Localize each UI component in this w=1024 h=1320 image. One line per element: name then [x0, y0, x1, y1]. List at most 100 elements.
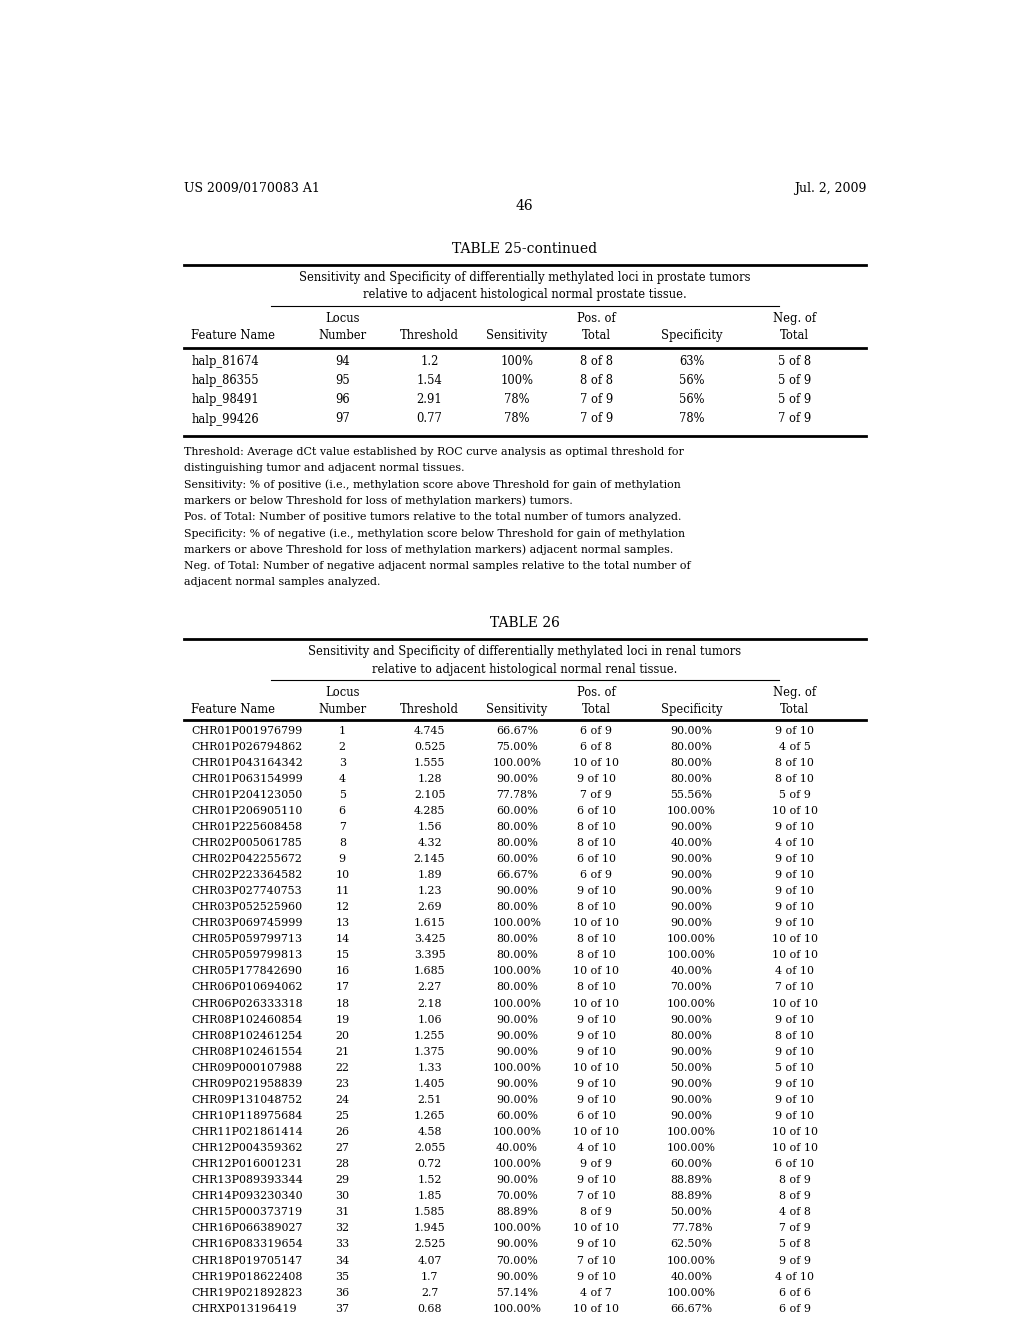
Text: 22: 22 — [335, 1063, 349, 1073]
Text: 10 of 10: 10 of 10 — [772, 935, 817, 944]
Text: 10 of 10: 10 of 10 — [573, 1224, 620, 1233]
Text: 4 of 10: 4 of 10 — [577, 1143, 615, 1154]
Text: 7 of 10: 7 of 10 — [577, 1191, 615, 1201]
Text: 70.00%: 70.00% — [496, 1191, 538, 1201]
Text: 14: 14 — [335, 935, 349, 944]
Text: 7 of 9: 7 of 9 — [778, 412, 811, 425]
Text: 13: 13 — [335, 919, 349, 928]
Text: 27: 27 — [335, 1143, 349, 1154]
Text: CHR18P019705147: CHR18P019705147 — [191, 1255, 303, 1266]
Text: 8 of 10: 8 of 10 — [577, 902, 615, 912]
Text: 90.00%: 90.00% — [671, 919, 713, 928]
Text: 5 of 9: 5 of 9 — [778, 374, 811, 387]
Text: 9 of 10: 9 of 10 — [775, 870, 814, 880]
Text: 4 of 10: 4 of 10 — [775, 966, 814, 977]
Text: 55.56%: 55.56% — [671, 789, 713, 800]
Text: 90.00%: 90.00% — [671, 886, 713, 896]
Text: 9 of 10: 9 of 10 — [775, 1078, 814, 1089]
Text: 10 of 10: 10 of 10 — [573, 966, 620, 977]
Text: 2.055: 2.055 — [414, 1143, 445, 1154]
Text: 8 of 10: 8 of 10 — [577, 950, 615, 961]
Text: 97: 97 — [335, 412, 349, 425]
Text: 5 of 8: 5 of 8 — [778, 1239, 811, 1250]
Text: 8 of 10: 8 of 10 — [775, 1031, 814, 1040]
Text: 16: 16 — [335, 966, 349, 977]
Text: CHR16P083319654: CHR16P083319654 — [191, 1239, 303, 1250]
Text: 19: 19 — [335, 1015, 349, 1024]
Text: 9 of 10: 9 of 10 — [775, 886, 814, 896]
Text: 66.67%: 66.67% — [496, 726, 538, 735]
Text: 10 of 10: 10 of 10 — [772, 998, 817, 1008]
Text: CHR11P021861414: CHR11P021861414 — [191, 1127, 303, 1137]
Text: 4 of 5: 4 of 5 — [778, 742, 811, 751]
Text: 50.00%: 50.00% — [671, 1063, 713, 1073]
Text: 100.00%: 100.00% — [493, 1127, 542, 1137]
Text: halp_99426: halp_99426 — [191, 412, 259, 425]
Text: 32: 32 — [335, 1224, 349, 1233]
Text: Total: Total — [780, 329, 809, 342]
Text: 100.00%: 100.00% — [667, 1255, 716, 1266]
Text: 4.32: 4.32 — [417, 838, 442, 847]
Text: 1.405: 1.405 — [414, 1078, 445, 1089]
Text: CHR15P000373719: CHR15P000373719 — [191, 1208, 303, 1217]
Text: 9 of 10: 9 of 10 — [775, 726, 814, 735]
Text: Locus: Locus — [325, 312, 359, 325]
Text: 9 of 10: 9 of 10 — [775, 902, 814, 912]
Text: 1.52: 1.52 — [418, 1175, 441, 1185]
Text: 100.00%: 100.00% — [493, 966, 542, 977]
Text: 60.00%: 60.00% — [671, 1159, 713, 1170]
Text: 46: 46 — [516, 199, 534, 213]
Text: Feature Name: Feature Name — [191, 329, 275, 342]
Text: Total: Total — [780, 704, 809, 717]
Text: 8 of 8: 8 of 8 — [580, 374, 612, 387]
Text: 2.145: 2.145 — [414, 854, 445, 865]
Text: 1: 1 — [339, 726, 346, 735]
Text: CHR08P102460854: CHR08P102460854 — [191, 1015, 303, 1024]
Text: 80.00%: 80.00% — [671, 774, 713, 784]
Text: 10 of 10: 10 of 10 — [772, 1127, 817, 1137]
Text: 9 of 10: 9 of 10 — [577, 774, 615, 784]
Text: 1.265: 1.265 — [414, 1111, 445, 1121]
Text: 90.00%: 90.00% — [496, 1271, 538, 1282]
Text: CHR03P069745999: CHR03P069745999 — [191, 919, 303, 928]
Text: 0.68: 0.68 — [418, 1304, 441, 1313]
Text: 77.78%: 77.78% — [496, 789, 538, 800]
Text: CHR08P102461554: CHR08P102461554 — [191, 1047, 303, 1057]
Text: 90.00%: 90.00% — [671, 902, 713, 912]
Text: 40.00%: 40.00% — [496, 1143, 538, 1154]
Text: TABLE 25-continued: TABLE 25-continued — [453, 242, 597, 256]
Text: 6 of 10: 6 of 10 — [577, 854, 615, 865]
Text: 10 of 10: 10 of 10 — [772, 805, 817, 816]
Text: 4 of 7: 4 of 7 — [581, 1287, 612, 1298]
Text: 2.18: 2.18 — [418, 998, 441, 1008]
Text: 8 of 10: 8 of 10 — [775, 758, 814, 768]
Text: CHR14P093230340: CHR14P093230340 — [191, 1191, 303, 1201]
Text: 3: 3 — [339, 758, 346, 768]
Text: CHR13P089393344: CHR13P089393344 — [191, 1175, 303, 1185]
Text: 100%: 100% — [501, 374, 534, 387]
Text: 78%: 78% — [504, 393, 529, 407]
Text: 29: 29 — [335, 1175, 349, 1185]
Text: 80.00%: 80.00% — [496, 822, 538, 832]
Text: 9 of 10: 9 of 10 — [577, 1015, 615, 1024]
Text: 6 of 10: 6 of 10 — [577, 1111, 615, 1121]
Text: 6 of 6: 6 of 6 — [778, 1287, 811, 1298]
Text: Total: Total — [582, 704, 610, 717]
Text: 100.00%: 100.00% — [493, 1304, 542, 1313]
Text: 90.00%: 90.00% — [496, 774, 538, 784]
Text: 2: 2 — [339, 742, 346, 751]
Text: 4 of 10: 4 of 10 — [775, 1271, 814, 1282]
Text: 60.00%: 60.00% — [496, 805, 538, 816]
Text: 80.00%: 80.00% — [496, 950, 538, 961]
Text: CHR05P059799813: CHR05P059799813 — [191, 950, 303, 961]
Text: 90.00%: 90.00% — [671, 1047, 713, 1057]
Text: 30: 30 — [335, 1191, 349, 1201]
Text: 7 of 10: 7 of 10 — [775, 982, 814, 993]
Text: 9 of 10: 9 of 10 — [577, 1094, 615, 1105]
Text: 90.00%: 90.00% — [671, 854, 713, 865]
Text: 100.00%: 100.00% — [667, 1127, 716, 1137]
Text: 6 of 9: 6 of 9 — [581, 726, 612, 735]
Text: 77.78%: 77.78% — [671, 1224, 713, 1233]
Text: 26: 26 — [335, 1127, 349, 1137]
Text: CHR01P206905110: CHR01P206905110 — [191, 805, 303, 816]
